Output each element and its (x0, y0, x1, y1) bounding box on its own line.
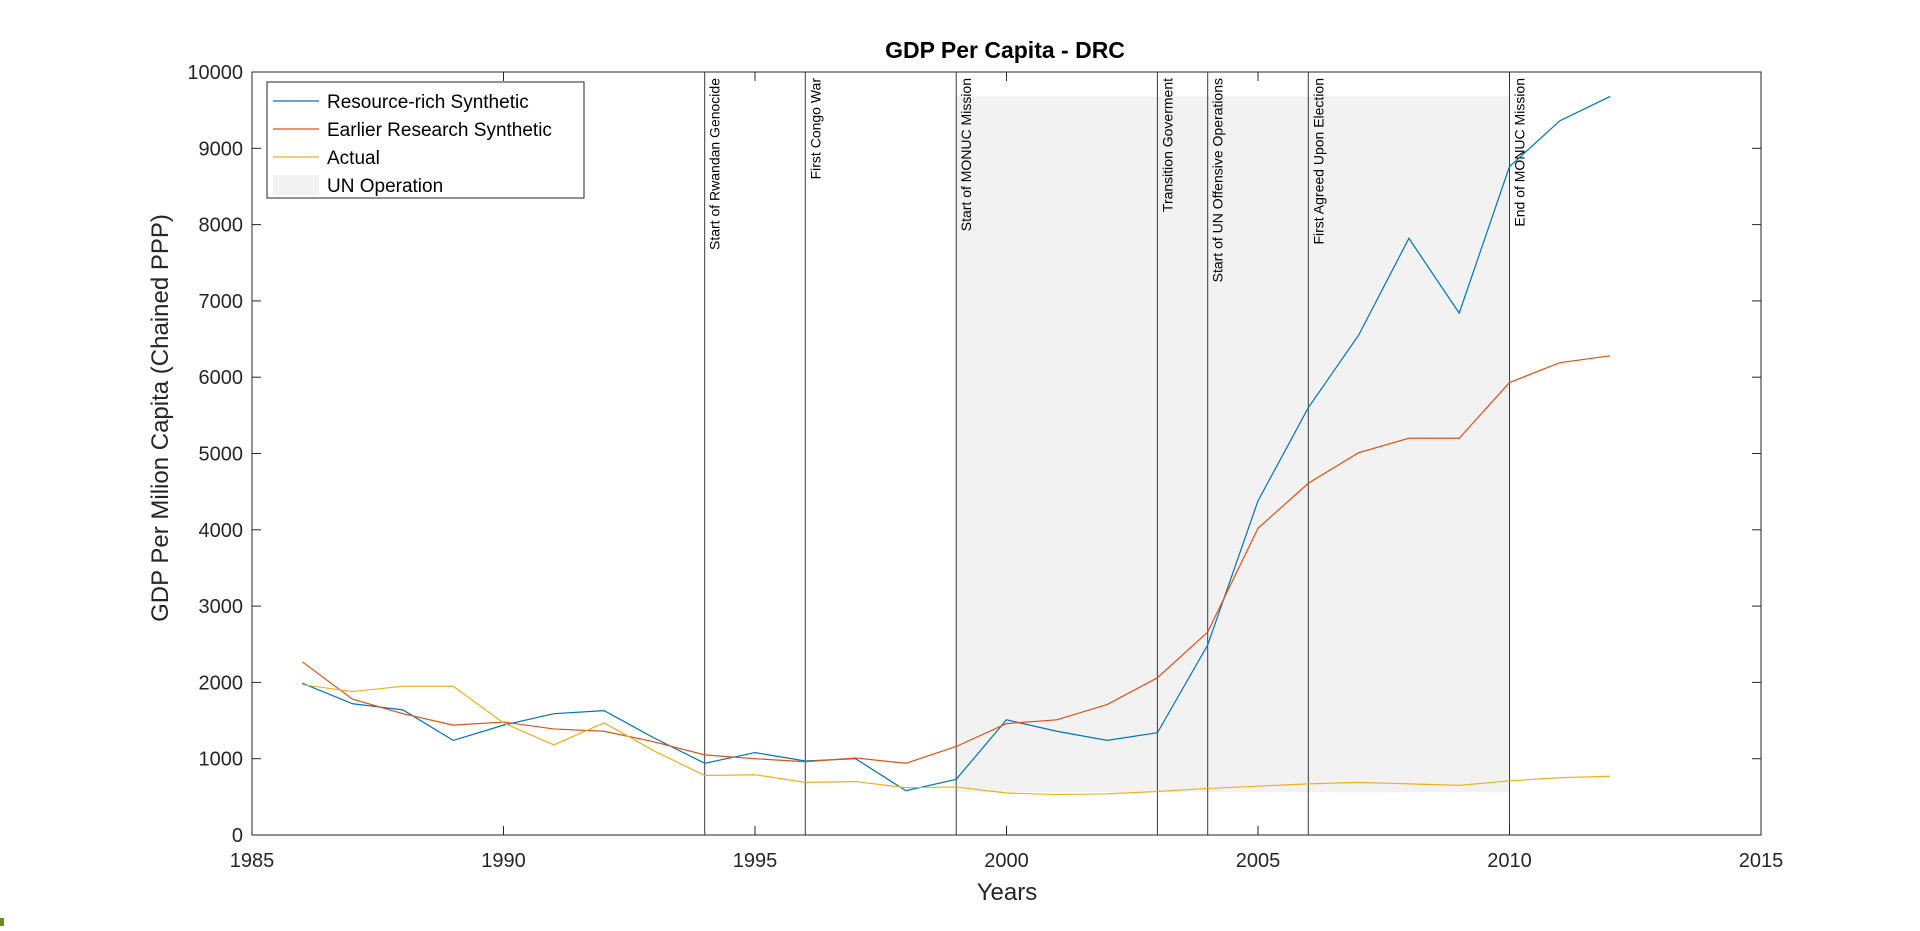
event-label-2003: Transition Goverment (1159, 78, 1175, 212)
x-tick-label-2000: 2000 (984, 850, 1029, 872)
corner-marker (0, 918, 4, 926)
chart-title: GDP Per Capita - DRC (885, 37, 1125, 63)
event-label-2006: First Agreed Upon Election (1310, 78, 1326, 245)
y-axis-label: GDP Per Milion Capita (Chained PPP) (147, 214, 174, 622)
y-tick-label-6000: 6000 (199, 367, 244, 389)
x-tick-label-2015: 2015 (1739, 850, 1784, 872)
y-tick-label-0: 0 (232, 825, 243, 847)
y-tick-label-7000: 7000 (199, 291, 244, 313)
event-label-2004: Start of UN Offensive Operations (1210, 78, 1226, 282)
legend-label-un-operation: UN Operation (327, 176, 443, 197)
y-tick-label-8000: 8000 (199, 215, 244, 237)
x-tick-label-1995: 1995 (733, 850, 778, 872)
event-label-1994: Start of Rwandan Genocide (707, 78, 723, 250)
y-tick-label-10000: 10000 (187, 62, 243, 84)
event-label-2010: End of MONUC Mission (1512, 78, 1528, 227)
legend-label-earlier-research-synthetic: Earlier Research Synthetic (327, 120, 552, 141)
legend-label-resource-rich-synthetic: Resource-rich Synthetic (327, 92, 529, 113)
x-tick-label-1990: 1990 (481, 850, 526, 872)
y-tick-label-1000: 1000 (199, 749, 244, 771)
series-line-earlier-research-synthetic (301, 355, 1611, 764)
legend-label-actual: Actual (327, 148, 380, 169)
series-line-resource-rich-synthetic (302, 95, 1611, 792)
y-tick-label-5000: 5000 (199, 444, 244, 466)
x-tick-label-2010: 2010 (1487, 850, 1532, 872)
y-tick-label-2000: 2000 (199, 672, 244, 694)
y-tick-label-9000: 9000 (199, 138, 244, 160)
event-label-1999: Start of MONUC Mission (958, 78, 974, 231)
series-line-actual (302, 684, 1611, 796)
x-tick-label-1985: 1985 (230, 850, 275, 872)
un-operation-region (956, 96, 1510, 793)
y-tick-label-4000: 4000 (199, 520, 244, 542)
legend-box (266, 81, 585, 199)
x-tick-label-2005: 2005 (1236, 850, 1281, 872)
x-axis-label: Years (977, 879, 1038, 906)
y-tick-label-3000: 3000 (199, 596, 244, 618)
event-label-1996: First Congo War (807, 78, 823, 180)
legend-swatch-un-operation (273, 175, 319, 195)
